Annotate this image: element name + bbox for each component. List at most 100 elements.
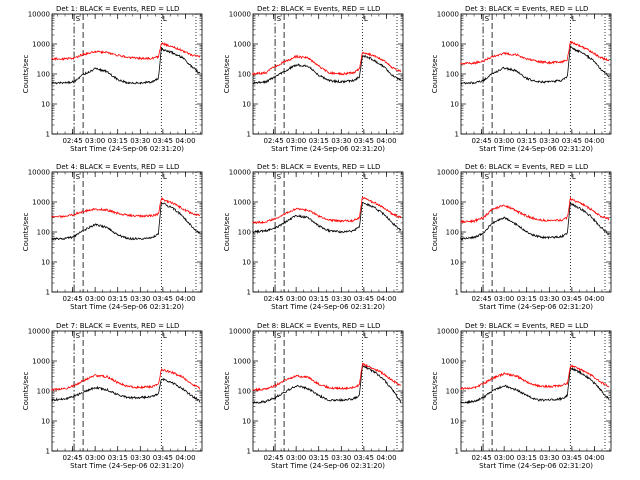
end-marker-label: L	[572, 173, 576, 181]
x-tick-label: 03:15	[309, 137, 329, 145]
lld-series-line	[252, 196, 402, 225]
x-tick-label: 03:00	[85, 295, 105, 303]
x-tick-label: 03:15	[108, 295, 128, 303]
y-axis-label: Counts/sec	[223, 372, 231, 411]
y-tick-label: 10	[41, 101, 50, 109]
start-marker-label: S	[277, 15, 282, 23]
events-series-line	[51, 202, 201, 241]
y-axis-label: Counts/sec	[22, 55, 30, 94]
plot-frame	[252, 330, 404, 452]
events-series-line	[460, 366, 610, 405]
y-tick-label: 1000	[233, 41, 251, 49]
y-tick-label: 100	[238, 229, 251, 237]
y-tick-label: 10	[450, 418, 459, 426]
x-tick-label: 04:00	[376, 295, 396, 303]
y-tick-label: 1000	[441, 41, 459, 49]
events-series-line	[460, 45, 610, 85]
x-tick-label: 03:45	[354, 137, 374, 145]
y-tick-label: 10	[41, 418, 50, 426]
start-marker-label: S	[277, 332, 282, 340]
y-tick-label: 100	[238, 388, 251, 396]
x-tick-label: 02:45	[263, 137, 283, 145]
y-axis-label: Counts/sec	[431, 213, 439, 252]
y-tick-label: 10	[41, 259, 50, 267]
y-tick-label: 1	[247, 448, 251, 456]
end-marker-label: L	[163, 332, 167, 340]
start-marker-label: S	[76, 332, 81, 340]
x-tick-label: 04:00	[376, 137, 396, 145]
y-tick-label: 1	[455, 289, 459, 297]
x-axis-label: Start Time (24-Sep-06 02:31:20)	[479, 145, 593, 153]
detector-panel-3: Det 3: BLACK = Events, RED = LLD 1 10 100 10…	[431, 5, 612, 153]
panel-title: Det 4: BLACK = Events, RED = LLD	[56, 163, 179, 171]
panel-title: Det 2: BLACK = Events, RED = LLD	[257, 5, 380, 13]
panel-title: Det 9: BLACK = Events, RED = LLD	[465, 322, 588, 330]
plot-frame	[51, 330, 203, 452]
y-tick-label: 10000	[437, 11, 459, 19]
y-tick-label: 100	[238, 71, 251, 79]
y-tick-label: 10	[450, 259, 459, 267]
x-tick-label: 04:00	[175, 137, 195, 145]
x-tick-label: 03:30	[331, 454, 351, 462]
y-tick-label: 1	[46, 289, 50, 297]
y-tick-label: 100	[37, 229, 50, 237]
y-tick-label: 10	[242, 101, 251, 109]
x-tick-label: 02:45	[263, 295, 283, 303]
x-tick-label: 03:30	[539, 454, 559, 462]
y-tick-label: 1	[455, 448, 459, 456]
lld-series-line	[460, 40, 610, 65]
end-marker-label: L	[163, 15, 167, 23]
x-tick-label: 03:00	[286, 137, 306, 145]
x-tick-label: 03:00	[85, 137, 105, 145]
y-tick-label: 10	[450, 101, 459, 109]
x-tick-label: 04:00	[175, 295, 195, 303]
panel-title: Det 3: BLACK = Events, RED = LLD	[465, 5, 588, 13]
detector-panel-7: Det 7: BLACK = Events, RED = LLD 1 10 100 10…	[22, 322, 203, 470]
y-tick-label: 10000	[28, 11, 50, 19]
y-tick-label: 10000	[437, 169, 459, 177]
y-tick-label: 10000	[229, 169, 251, 177]
y-tick-label: 1000	[32, 358, 50, 366]
lld-series-line	[51, 197, 201, 219]
x-tick-label: 03:00	[85, 454, 105, 462]
detector-panel-4: Det 4: BLACK = Events, RED = LLD 1 10 100 10…	[22, 163, 203, 311]
plot-frame	[460, 171, 612, 293]
start-marker-label: S	[76, 173, 81, 181]
x-tick-label: 03:30	[539, 295, 559, 303]
y-tick-label: 10	[242, 418, 251, 426]
lld-series-line	[460, 364, 610, 391]
panel-title: Det 8: BLACK = Events, RED = LLD	[257, 322, 380, 330]
detector-panel-5: Det 5: BLACK = Events, RED = LLD 1 10 100 10…	[223, 163, 404, 311]
detector-panel-1: Det 1: BLACK = Events, RED = LLD 1 10 100 10…	[22, 5, 203, 153]
x-tick-label: 03:00	[286, 454, 306, 462]
plot-frame	[460, 13, 612, 135]
x-tick-label: 02:45	[62, 137, 82, 145]
y-axis-label: Counts/sec	[223, 55, 231, 94]
y-axis-label: Counts/sec	[22, 213, 30, 252]
x-tick-label: 04:00	[175, 454, 195, 462]
x-axis-label: Start Time (24-Sep-06 02:31:20)	[70, 303, 184, 311]
x-tick-label: 03:45	[562, 295, 582, 303]
y-tick-label: 1000	[233, 358, 251, 366]
x-tick-label: 03:00	[494, 295, 514, 303]
y-tick-label: 10000	[229, 328, 251, 336]
x-tick-label: 04:00	[376, 454, 396, 462]
y-tick-label: 10000	[28, 328, 50, 336]
y-axis-label: Counts/sec	[22, 372, 30, 411]
x-tick-label: 03:30	[130, 295, 150, 303]
end-marker-label: L	[163, 173, 167, 181]
y-tick-label: 100	[446, 71, 459, 79]
lld-series-line	[51, 42, 201, 61]
x-tick-label: 03:45	[153, 454, 173, 462]
x-axis-label: Start Time (24-Sep-06 02:31:20)	[271, 462, 385, 470]
events-series-line	[51, 46, 201, 85]
events-series-line	[460, 201, 610, 241]
x-tick-label: 02:45	[62, 454, 82, 462]
x-tick-label: 03:45	[354, 454, 374, 462]
y-tick-label: 10000	[28, 169, 50, 177]
x-tick-label: 02:45	[471, 137, 491, 145]
lld-series-line	[51, 368, 201, 392]
y-axis-label: Counts/sec	[431, 55, 439, 94]
panel-title: Det 6: BLACK = Events, RED = LLD	[465, 163, 588, 171]
